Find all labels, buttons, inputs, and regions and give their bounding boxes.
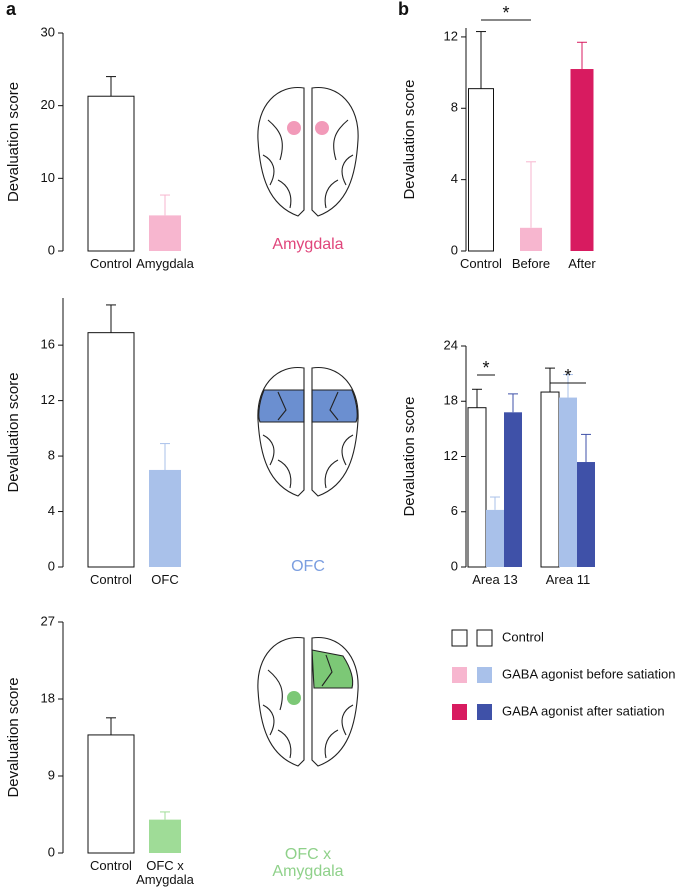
bar: [467, 407, 487, 568]
y-tick-label: 16: [41, 337, 55, 352]
bar: [540, 391, 560, 568]
region-label-box: Amygdala: [272, 236, 344, 253]
x-tick-label: Control: [90, 573, 132, 587]
region-label: Amygdala: [272, 236, 344, 253]
x-tick-label: Area 11: [545, 573, 591, 587]
legend-label: Control: [502, 629, 544, 644]
brain-diagram: [257, 86, 359, 217]
legend-swatch: [477, 667, 492, 683]
y-axis-label: Devaluation score: [401, 79, 418, 199]
x-tick-label-box: Control: [90, 573, 132, 587]
x-tick-label: Control: [90, 859, 132, 873]
y-tick-label: 0: [451, 558, 458, 573]
x-tick-label: After: [568, 257, 596, 271]
bar: [468, 88, 494, 252]
x-tick-label: Before: [511, 257, 551, 271]
significance-label: *: [502, 3, 509, 23]
bar: [87, 95, 135, 252]
bar: [149, 819, 181, 853]
bar: [520, 227, 542, 251]
x-tick-label: Area 13: [472, 573, 518, 587]
y-tick-label: 12: [444, 448, 458, 463]
bar: [559, 397, 577, 567]
y-tick-label: 20: [41, 97, 55, 112]
region-label-box: OFC x Amygdala: [272, 846, 344, 880]
y-tick-label: 12: [41, 392, 55, 407]
bar: [577, 462, 595, 567]
legend-swatch: [477, 704, 492, 720]
region-label-box: OFC: [291, 558, 325, 575]
x-tick-label: OFC: [151, 573, 179, 587]
bar: [149, 469, 181, 567]
y-tick-label: 27: [41, 613, 55, 628]
x-tick-label-box: Before: [511, 257, 551, 271]
bar: [149, 215, 181, 251]
y-tick-label: 0: [48, 242, 55, 257]
legend-swatch: [452, 667, 467, 683]
region-label: OFC x Amygdala: [272, 846, 344, 880]
bar: [486, 509, 504, 567]
x-tick-label: Control: [90, 257, 132, 271]
y-tick-label: 4: [451, 171, 458, 186]
legend-label: GABA agonist after satiation: [502, 703, 665, 718]
y-tick-label: 18: [444, 393, 458, 408]
y-tick-label: 4: [48, 503, 55, 518]
brain-diagram: [257, 366, 359, 497]
y-tick-label: 9: [48, 767, 55, 782]
x-tick-label-box: Control: [90, 257, 132, 271]
y-tick-label: 12: [444, 28, 458, 43]
bar: [570, 69, 594, 251]
y-tick-label: 8: [451, 100, 458, 115]
region-label: OFC: [291, 558, 325, 575]
y-tick-label: 24: [444, 337, 458, 352]
y-axis-label: Devaluation score: [401, 396, 418, 516]
panel-label: b: [398, 0, 409, 19]
y-tick-label: 8: [48, 448, 55, 463]
x-tick-label: Control: [460, 257, 502, 271]
y-tick-label: 0: [48, 558, 55, 573]
y-tick-label: 30: [41, 24, 55, 39]
legend-swatch: [476, 629, 493, 647]
legend-swatch: [451, 629, 468, 647]
y-axis-label: Devaluation score: [5, 677, 22, 797]
bar: [504, 412, 522, 567]
x-tick-label-box: Area 11: [545, 573, 591, 587]
brain-diagram: [257, 636, 359, 767]
y-tick-label: 6: [451, 503, 458, 518]
bar: [87, 734, 135, 854]
legend-swatch: [452, 704, 467, 720]
x-tick-label-box: OFC x Amygdala: [136, 859, 194, 887]
x-tick-label-box: Amygdala: [136, 257, 194, 271]
bar: [87, 332, 135, 568]
significance-label: *: [482, 358, 489, 378]
y-axis-label: Devaluation score: [5, 82, 22, 202]
x-tick-label: Amygdala: [136, 257, 194, 271]
x-tick-label-box: Area 13: [472, 573, 518, 587]
y-tick-label: 0: [48, 844, 55, 859]
x-tick-label-box: Control: [460, 257, 502, 271]
y-tick-label: 0: [451, 242, 458, 257]
y-tick-label: 18: [41, 690, 55, 705]
panel-label: a: [6, 0, 17, 19]
x-tick-label-box: OFC: [151, 573, 179, 587]
x-tick-label-box: After: [568, 257, 596, 271]
x-tick-label-box: Control: [90, 859, 132, 873]
legend-label: GABA agonist before satiation: [502, 666, 675, 681]
x-tick-label: OFC x Amygdala: [136, 859, 194, 887]
y-tick-label: 10: [41, 170, 55, 185]
y-axis-label: Devaluation score: [5, 372, 22, 492]
significance-label: *: [564, 366, 571, 386]
